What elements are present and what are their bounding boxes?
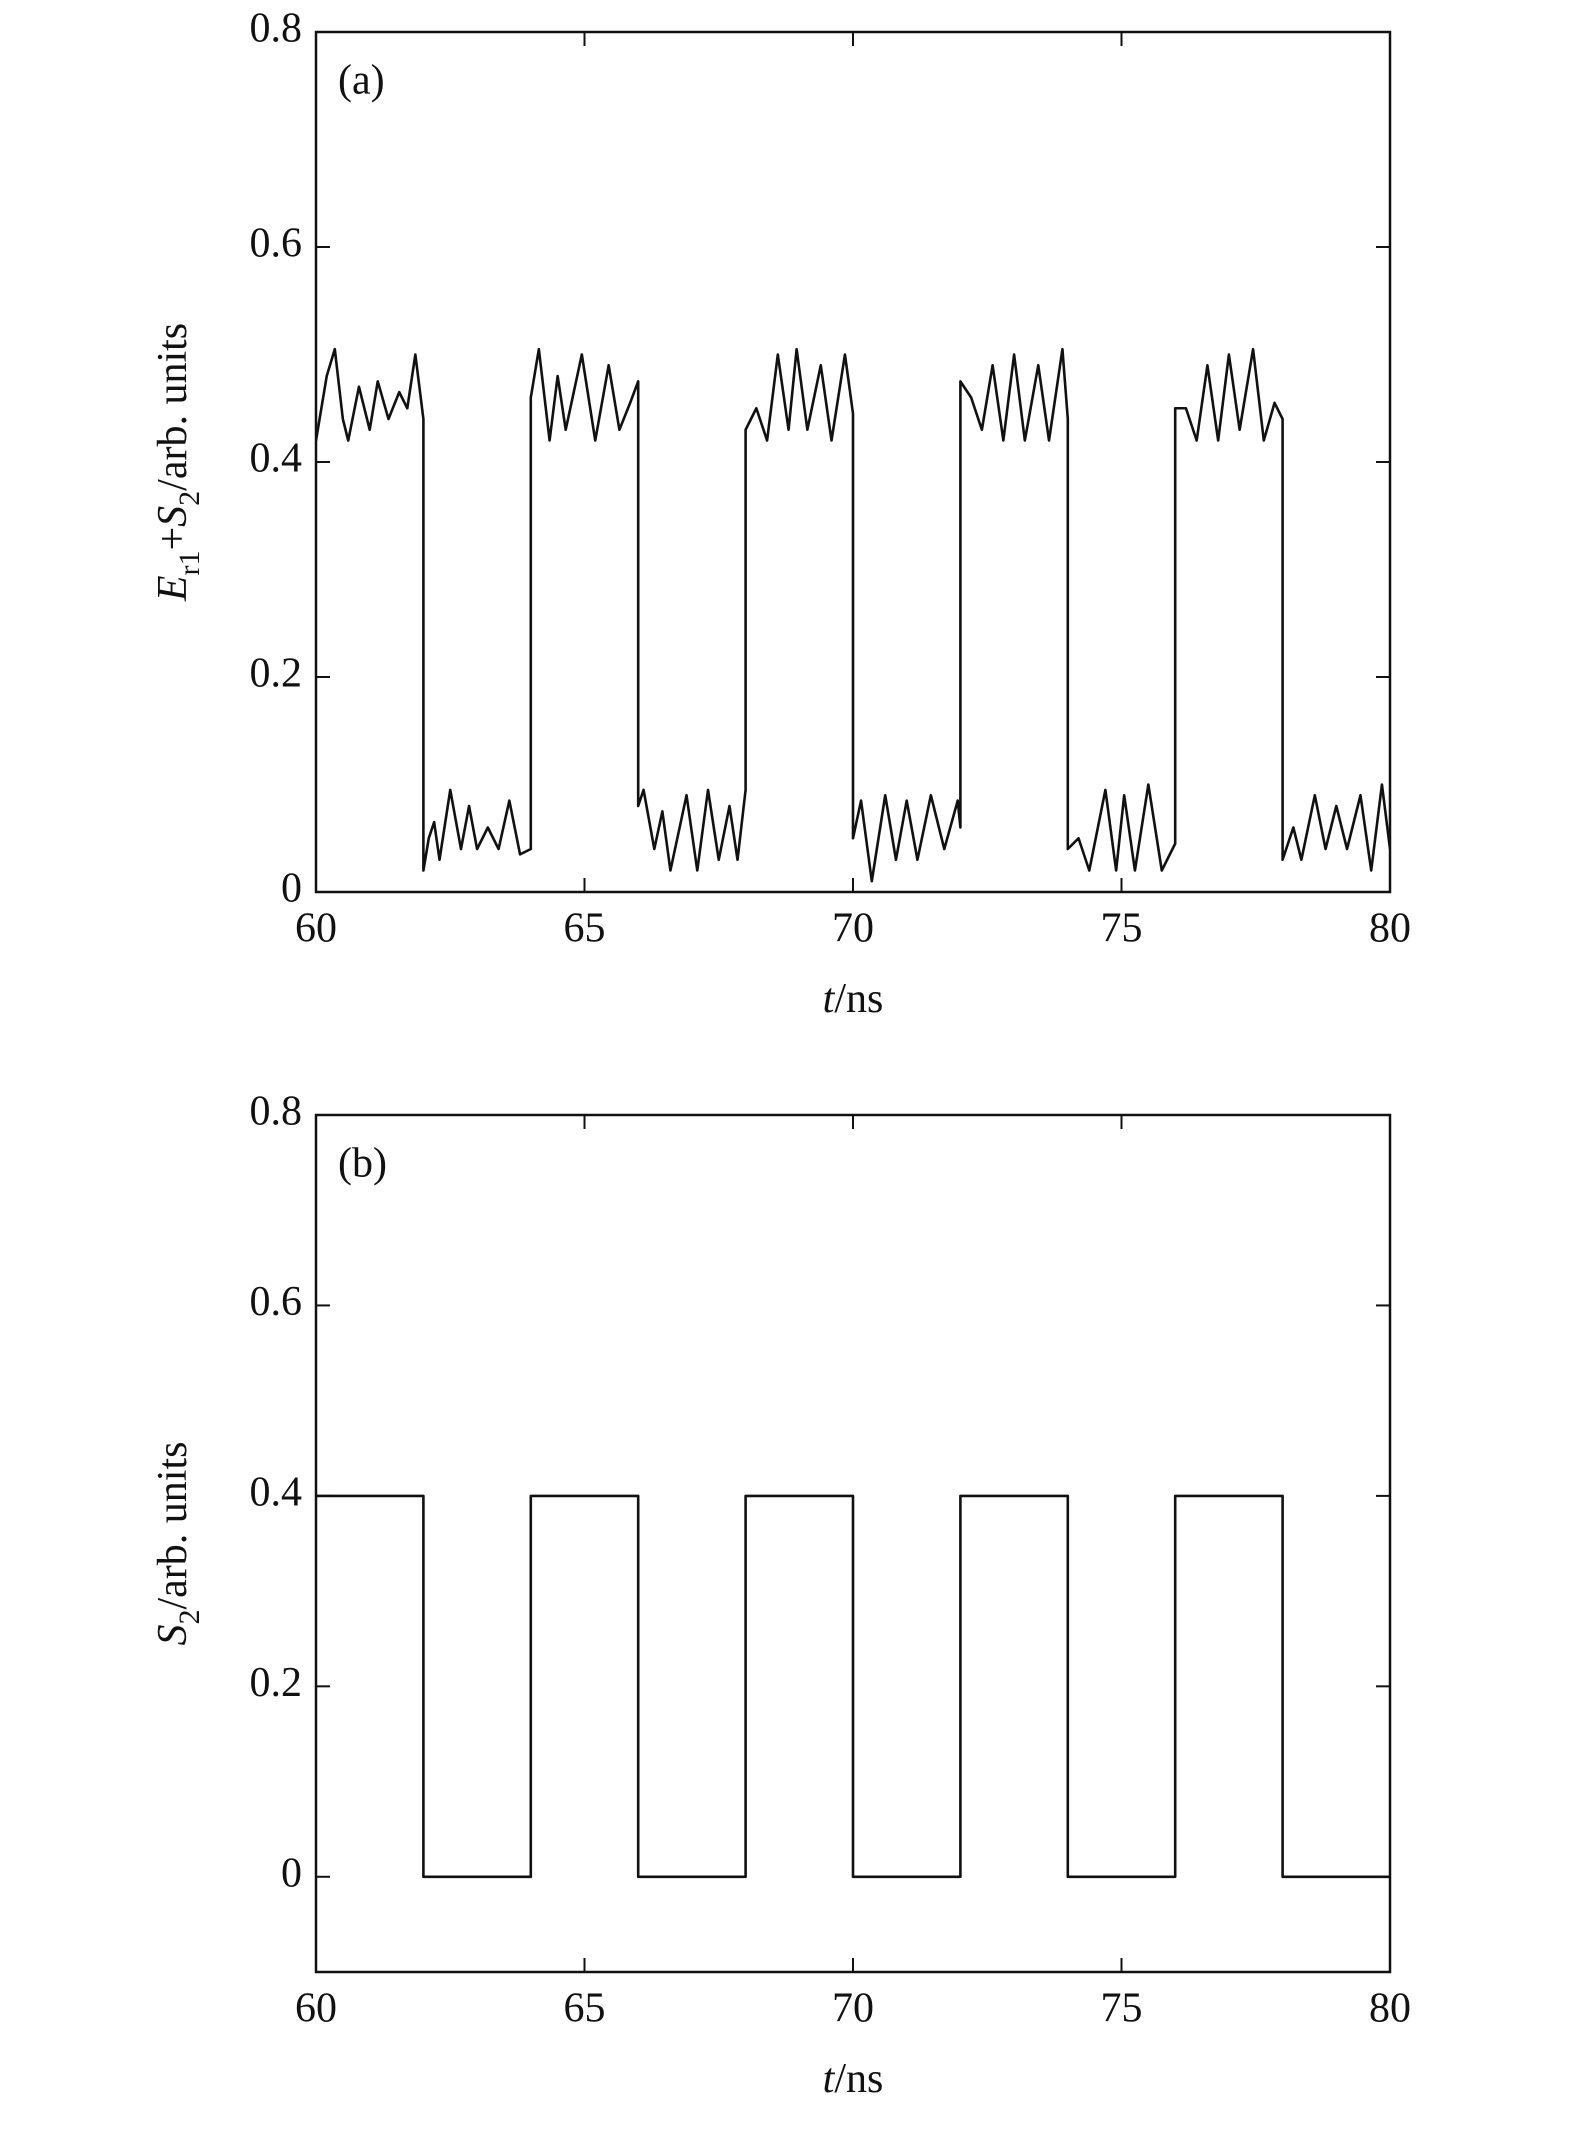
x-tick-label: 60 (295, 1986, 337, 2032)
panel-label: (a) (338, 58, 385, 104)
y-axis-label-part: + (150, 527, 196, 551)
x-tick-label: 75 (1101, 1986, 1143, 2032)
data-line (316, 347, 1390, 883)
y-tick-label: 0.4 (250, 1470, 303, 1516)
y-axis-label-part: E (150, 576, 196, 603)
y-axis-label: S2/arb. units (150, 1442, 207, 1646)
panel: 0 0.2 0.4 0.6 0.8 60 65 70 75 80 (b) t/ns S2/arb. un… (150, 1089, 1411, 2102)
data-line (316, 1494, 1390, 1879)
y-tick-label: 0.2 (250, 1660, 303, 1706)
plot-area (316, 1494, 1390, 1879)
y-axis-label-part: S (150, 1624, 196, 1645)
x-axis-label: t/ns (823, 976, 884, 1022)
y-axis-label-part: 2 (173, 491, 206, 506)
y-tick-label: 0.6 (250, 221, 303, 267)
y-axis-label: Er1+S2/arb. units (150, 323, 207, 602)
y-axis-label-part: /arb. units (150, 323, 196, 491)
y-tick-label: 0.8 (250, 1089, 303, 1135)
panel-label: (b) (338, 1141, 387, 1187)
y-axis-label-part: S (150, 506, 196, 527)
x-axis-label-part: /ns (834, 976, 883, 1022)
x-axis-label-part: /ns (834, 2056, 883, 2102)
x-tick-label: 70 (832, 906, 874, 952)
y-tick-label: 0.8 (250, 6, 303, 52)
y-tick-label: 0.6 (250, 1279, 303, 1325)
plot-area (316, 347, 1390, 883)
y-axis-label-part: 2 (173, 1609, 206, 1624)
x-tick-label: 80 (1369, 1986, 1411, 2032)
y-tick-label: 0 (281, 1850, 302, 1896)
x-axis-label: t/ns (823, 2056, 884, 2102)
y-axis-label-part: /arb. units (150, 1442, 196, 1610)
y-tick-label: 0.2 (250, 651, 303, 697)
x-axis-label-part: t (823, 976, 836, 1022)
y-axis-label-part: r1 (173, 551, 206, 576)
x-tick-label: 70 (832, 1986, 874, 2032)
panel: 0 0.2 0.4 0.6 0.8 60 65 70 75 80 (a) t/ns Er1+S2/arb… (150, 6, 1411, 1022)
x-tick-label: 65 (564, 1986, 606, 2032)
x-tick-label: 60 (295, 906, 337, 952)
x-tick-label: 75 (1101, 906, 1143, 952)
y-tick-label: 0.4 (250, 436, 303, 482)
x-axis-label-part: t (823, 2056, 836, 2102)
x-tick-label: 65 (564, 906, 606, 952)
x-tick-label: 80 (1369, 906, 1411, 952)
y-tick-label: 0 (281, 866, 302, 912)
